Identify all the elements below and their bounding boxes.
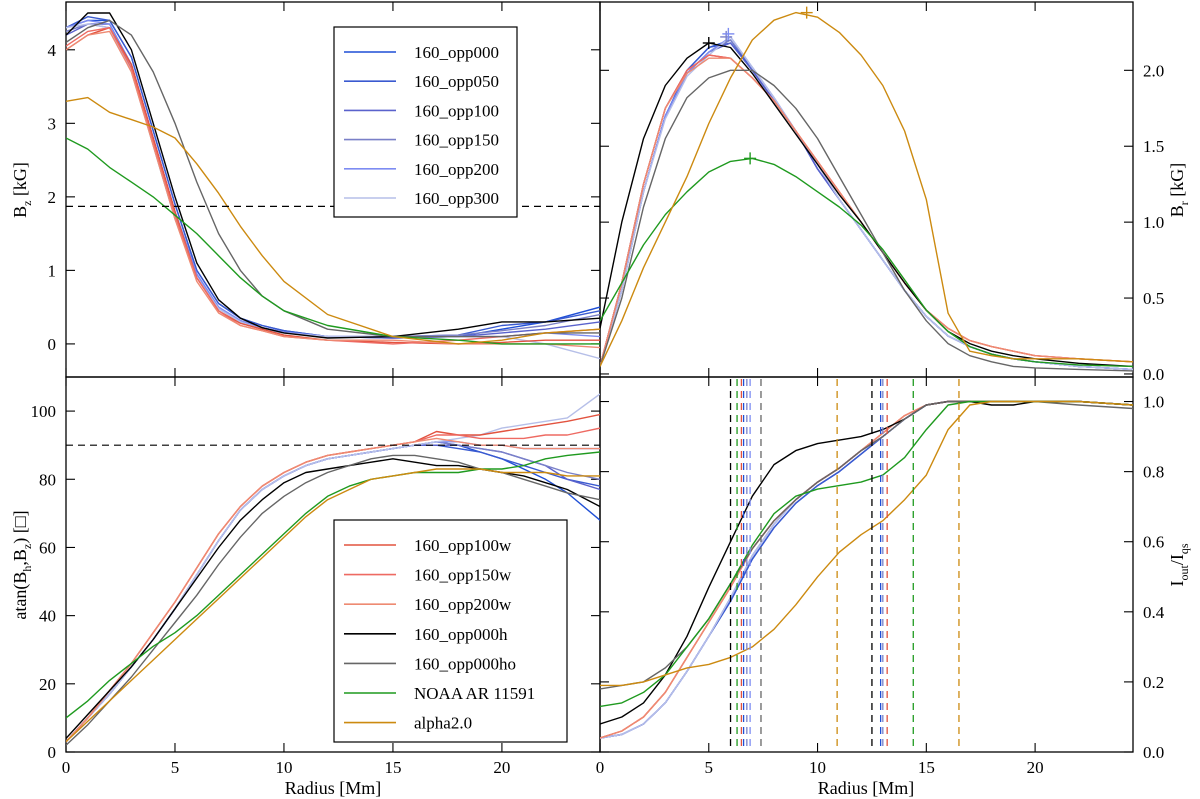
bz-series-line — [66, 27, 600, 345]
br-series-line — [600, 36, 1133, 371]
intensity-ytick-label: 0.8 — [1143, 463, 1164, 482]
intensity-series-line — [600, 400, 1133, 687]
bz-series-line — [66, 96, 600, 345]
br-ytick-label: 0.0 — [1143, 365, 1164, 384]
br-ytick-label: 0.5 — [1143, 289, 1164, 308]
bz-ytick-label: 4 — [48, 41, 57, 60]
intensity-series-line — [600, 400, 1133, 739]
legend-label: 160_opp150 — [414, 131, 499, 150]
legend-label: NOAA AR 11591 — [414, 684, 535, 703]
intensity-series-line — [600, 400, 1133, 739]
intensity-series-line — [600, 400, 1133, 739]
angle-xtick-label: 5 — [171, 758, 180, 777]
angle-ytick-label: 100 — [31, 402, 57, 421]
y-axis-label-intensity: Iout/Iqs — [1167, 543, 1191, 586]
bz-ytick-label: 2 — [48, 188, 57, 207]
y-axis-label-br: Br [kG] — [1167, 163, 1191, 218]
intensity-ytick-label: 1.0 — [1143, 393, 1164, 412]
intensity-series-line — [600, 400, 1133, 739]
intensity-series-line — [600, 400, 1133, 739]
panel-br-frame — [599, 1, 1134, 378]
bz-series-line — [66, 30, 600, 349]
intensity-series-line — [600, 400, 1133, 739]
intensity-series-line — [600, 400, 1133, 690]
br-series-line — [600, 157, 1133, 368]
intensity-xtick-label: 20 — [1027, 758, 1044, 777]
br-series-line — [600, 42, 1133, 371]
intensity-ytick-label: 0.0 — [1143, 743, 1164, 762]
legend-label: alpha2.0 — [414, 714, 472, 733]
bz-series-line — [66, 23, 600, 338]
bz-series-line — [66, 19, 600, 338]
angle-xtick-label: 15 — [384, 758, 401, 777]
legend-label: 160_opp000h — [414, 625, 508, 644]
bz-series-line — [66, 27, 600, 345]
angle-series-line — [66, 451, 600, 719]
br-series-line — [600, 69, 1133, 372]
intensity-xtick-label: 15 — [918, 758, 935, 777]
angle-xtick-label: 20 — [493, 758, 510, 777]
angle-ytick-label: 20 — [39, 675, 56, 694]
intensity-ytick-label: 0.2 — [1143, 673, 1164, 692]
angle-xtick-label: 0 — [62, 758, 71, 777]
angle-xtick-label: 10 — [275, 758, 292, 777]
bz-series-line — [66, 19, 600, 338]
x-axis-label-right: Radius [Mm] — [818, 778, 915, 798]
br-series-line — [600, 42, 1133, 371]
bz-ytick-label: 3 — [48, 114, 57, 133]
panel-bz-frame — [65, 1, 601, 378]
br-ytick-label: 1.0 — [1143, 213, 1164, 232]
y-axis-label-bz: Bz [kG] — [10, 162, 34, 218]
y-axis-label-angle: atan(Bh,Bz) [□] — [10, 510, 34, 619]
legend-label: 160_opp150w — [414, 566, 512, 585]
legend-top-box — [333, 26, 518, 218]
legend-label: 160_opp200 — [414, 160, 499, 179]
extra-layer — [66, 6, 960, 750]
angle-series-line — [66, 468, 600, 743]
intensity-ytick-label: 0.6 — [1143, 533, 1164, 552]
intensity-ytick-label: 0.4 — [1143, 603, 1165, 622]
intensity-xtick-label: 5 — [705, 758, 714, 777]
intensity-series-line — [600, 400, 1133, 725]
angle-ytick-label: 80 — [39, 470, 56, 489]
legend-label: 160_opp000ho — [414, 654, 516, 673]
panel-intensity-frame — [599, 376, 1134, 753]
intensity-series-line — [600, 400, 1133, 739]
intensity-series-line — [600, 400, 1133, 739]
br-series-line — [600, 42, 1133, 368]
legend-bottom: 160_opp100w 160_opp150w 160_opp200w 160_opp… — [333, 519, 568, 743]
br-ytick-label: 1.5 — [1143, 137, 1164, 156]
legend-top: 160_opp000 160_opp050 160_opp100 160_opp150… — [333, 26, 518, 218]
bz-ytick-label: 1 — [48, 261, 57, 280]
legend-label: 160_opp100 — [414, 101, 499, 120]
legend-label: 160_opp300 — [414, 189, 499, 208]
br-series-line — [600, 11, 1133, 367]
bz-series-line — [66, 137, 600, 345]
legend-label: 160_opp050 — [414, 72, 499, 91]
intensity-series-line — [600, 400, 1133, 739]
bz-series-line — [66, 12, 600, 339]
br-series-line — [600, 54, 1133, 367]
bz-series-line — [66, 19, 600, 339]
intensity-xtick-label: 0 — [596, 758, 605, 777]
x-axis-label-left: Radius [Mm] — [285, 778, 382, 798]
bz-series-line — [66, 16, 600, 338]
bz-ytick-label: 0 — [48, 335, 57, 354]
series-layer — [66, 11, 1133, 746]
br-series-line — [600, 54, 1133, 367]
br-ytick-label: 2.0 — [1143, 61, 1164, 80]
angle-ytick-label: 0 — [48, 743, 57, 762]
bz-series-line — [66, 23, 600, 339]
br-series-line — [600, 57, 1133, 367]
legend-label: 160_opp100w — [414, 536, 512, 555]
legend-label: 160_opp200w — [414, 595, 512, 614]
legend-bottom-box — [333, 519, 568, 743]
legend-label: 160_opp000 — [414, 43, 499, 62]
angle-ytick-label: 40 — [39, 607, 56, 626]
intensity-xtick-label: 10 — [809, 758, 826, 777]
angle-ytick-label: 60 — [39, 538, 56, 557]
